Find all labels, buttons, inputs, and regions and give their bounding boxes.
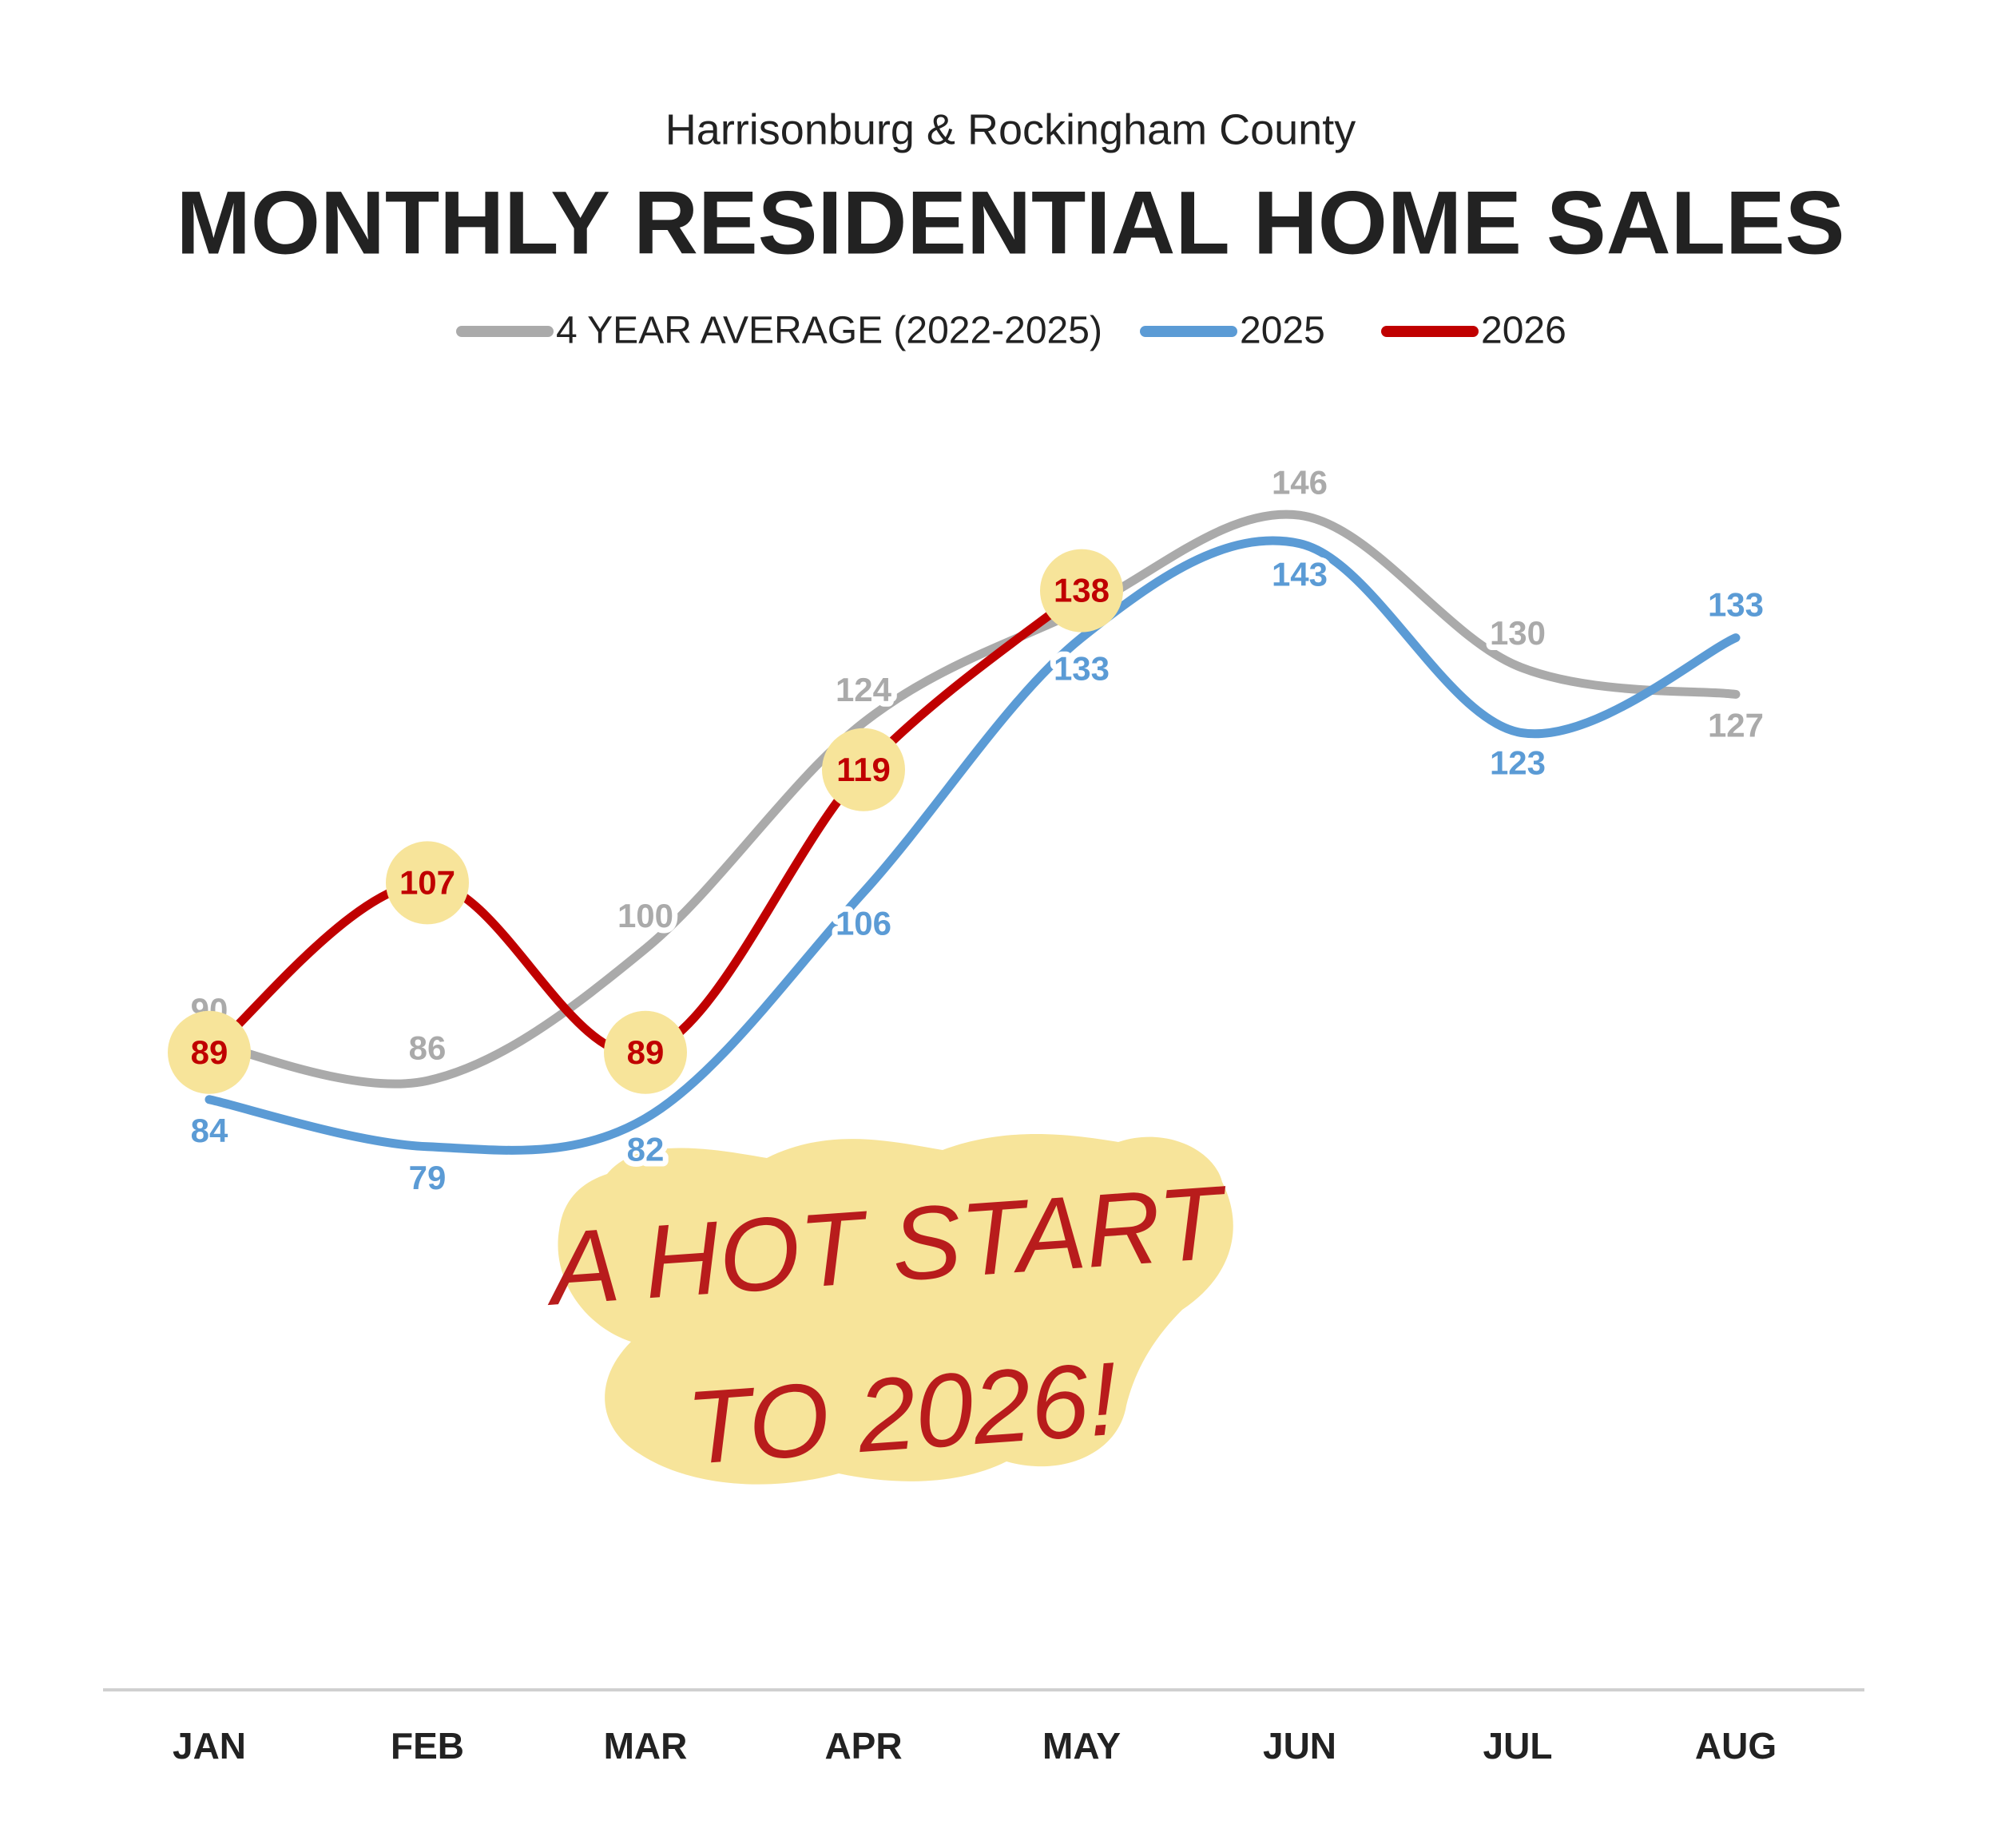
data-label: 127 bbox=[1708, 706, 1764, 744]
data-label: 89 bbox=[627, 1033, 665, 1071]
data-label: 143 bbox=[1272, 556, 1328, 593]
x-tick-label: MAY bbox=[1042, 1725, 1121, 1767]
highlight-marker bbox=[822, 728, 905, 811]
data-label: 100 bbox=[617, 897, 673, 934]
chart-subtitle: Harrisonburg & Rockingham County bbox=[665, 105, 1356, 153]
x-tick-label: JUL bbox=[1483, 1725, 1553, 1767]
data-label: 138 bbox=[1054, 572, 1110, 609]
series-line bbox=[204, 586, 1086, 1058]
data-label: 119 bbox=[836, 751, 891, 788]
x-tick-label: AUG bbox=[1695, 1725, 1777, 1767]
x-tick-label: FEB bbox=[391, 1725, 464, 1767]
data-label: 133 bbox=[1708, 586, 1764, 624]
highlight-marker bbox=[168, 1010, 251, 1094]
data-label: 124 bbox=[836, 671, 892, 708]
data-label: 89 bbox=[191, 1033, 228, 1071]
data-label: 123 bbox=[1490, 744, 1546, 782]
x-tick-label: APR bbox=[824, 1725, 902, 1767]
x-tick-label: JUN bbox=[1263, 1725, 1336, 1767]
highlight-marker bbox=[604, 1010, 687, 1094]
data-label: 133 bbox=[1054, 650, 1110, 688]
highlight-marker bbox=[1040, 549, 1123, 633]
highlight-marker bbox=[386, 841, 469, 925]
chart-title: MONTHLY RESIDENTIAL HOME SALES bbox=[177, 173, 1845, 273]
data-label: 84 bbox=[191, 1112, 228, 1149]
data-label: 107 bbox=[399, 863, 455, 901]
series-line bbox=[204, 510, 1741, 1089]
legend-label: 4 YEAR AVERAGE (2022-2025) bbox=[556, 310, 1102, 352]
x-tick-label: JAN bbox=[173, 1725, 246, 1767]
legend-label: 2025 bbox=[1240, 310, 1325, 352]
series-line bbox=[204, 536, 1741, 1155]
data-label: 82 bbox=[627, 1130, 665, 1168]
data-label: 146 bbox=[1272, 463, 1328, 501]
data-label: 130 bbox=[1490, 614, 1546, 652]
legend-label: 2026 bbox=[1481, 310, 1566, 352]
x-tick-label: MAR bbox=[604, 1725, 688, 1767]
data-label: 79 bbox=[409, 1159, 447, 1196]
data-label: 106 bbox=[836, 904, 891, 942]
data-label: 86 bbox=[409, 1029, 447, 1066]
